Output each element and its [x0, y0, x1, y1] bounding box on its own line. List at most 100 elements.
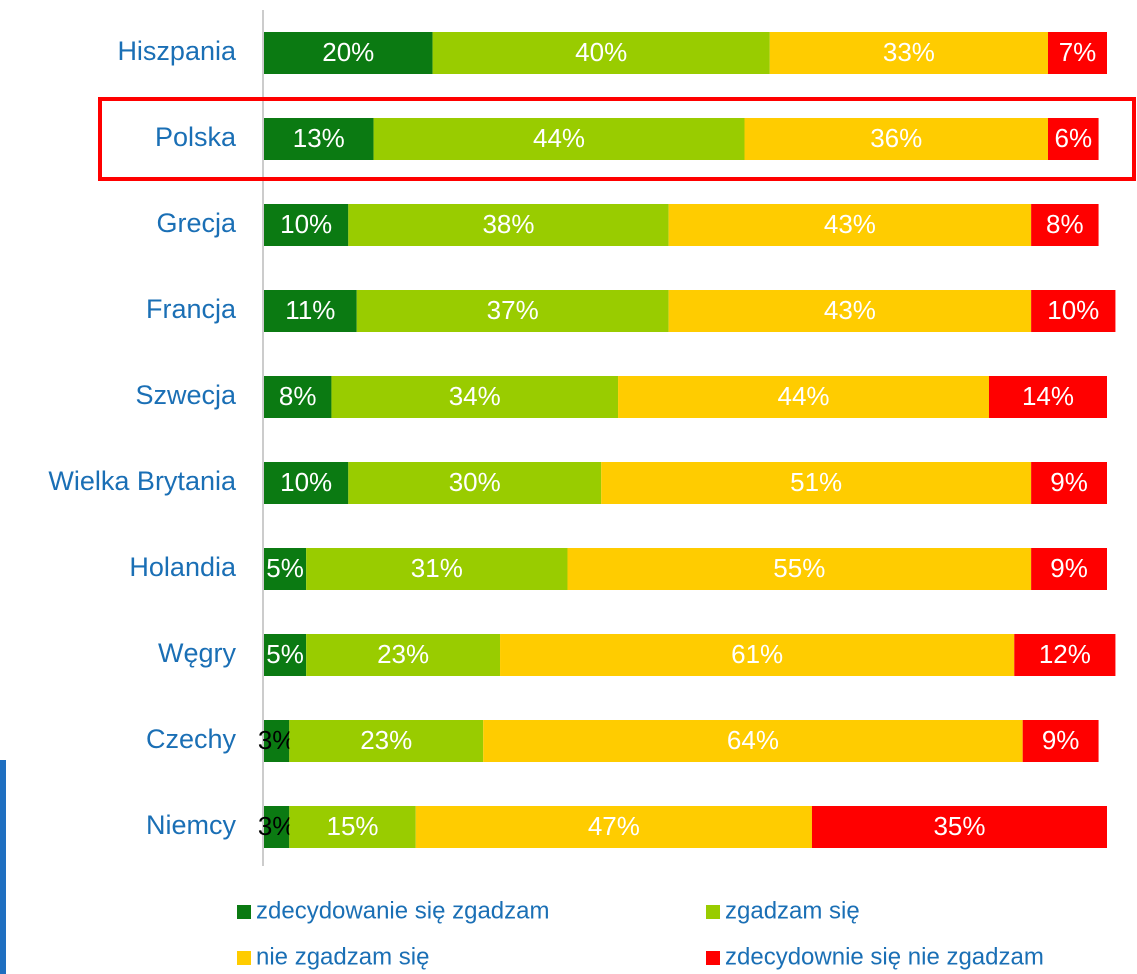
- category-label: Czechy: [146, 724, 237, 754]
- value-label: 38%: [482, 209, 534, 239]
- value-label: 14%: [1022, 381, 1074, 411]
- category-label: Francja: [146, 294, 237, 324]
- bar-segment: [264, 118, 374, 160]
- value-label: 10%: [280, 209, 332, 239]
- category-label: Polska: [155, 122, 237, 152]
- value-label: 64%: [727, 725, 779, 755]
- value-label: 13%: [293, 123, 345, 153]
- value-label: 40%: [575, 37, 627, 67]
- value-label: 12%: [1039, 639, 1091, 669]
- highlight-box: [98, 97, 1136, 181]
- value-label: 7%: [1059, 37, 1097, 67]
- value-label: 23%: [377, 639, 429, 669]
- value-label: 6%: [1054, 123, 1092, 153]
- value-label: 20%: [322, 37, 374, 67]
- bar-segment: [264, 32, 433, 74]
- value-label: 3%: [258, 811, 296, 841]
- value-label: 55%: [773, 553, 825, 583]
- bar-segment: [306, 634, 501, 676]
- bar-segment: [744, 118, 1048, 160]
- value-label: 51%: [790, 467, 842, 497]
- bar-segment: [1047, 32, 1107, 74]
- bar-segment: [1047, 118, 1099, 160]
- value-label: 10%: [280, 467, 332, 497]
- bar-segment: [264, 204, 349, 246]
- bar-segment: [264, 290, 357, 332]
- value-label: 3%: [258, 725, 296, 755]
- value-label: 11%: [285, 295, 335, 325]
- bar-segment: [1031, 462, 1107, 504]
- category-label: Hiszpania: [117, 36, 237, 66]
- legend-label: zdecydowanie się zgadzam: [256, 897, 550, 924]
- bar-segment: [811, 806, 1107, 848]
- bar-segment: [988, 376, 1107, 418]
- value-label: 37%: [487, 295, 539, 325]
- value-label: 10%: [1047, 295, 1099, 325]
- value-label: 30%: [449, 467, 501, 497]
- bar-segment: [264, 806, 290, 848]
- legend-label: zgadzam się: [725, 897, 860, 924]
- category-label: Węgry: [158, 638, 237, 668]
- value-label: 43%: [824, 295, 876, 325]
- bar-segment: [1031, 290, 1116, 332]
- bar-segment: [432, 32, 770, 74]
- bar-segment: [289, 806, 416, 848]
- bar-segment: [415, 806, 812, 848]
- bar-segment: [348, 462, 602, 504]
- value-label: 5%: [266, 639, 304, 669]
- value-label: 34%: [449, 381, 501, 411]
- category-label: Szwecja: [135, 380, 237, 410]
- category-label: Wielka Brytania: [48, 466, 237, 496]
- value-label: 43%: [824, 209, 876, 239]
- bar-segment: [264, 548, 307, 590]
- value-label: 9%: [1042, 725, 1080, 755]
- legend-swatch: [706, 905, 720, 919]
- bar-segment: [1022, 720, 1099, 762]
- value-label: 8%: [1046, 209, 1084, 239]
- legend-swatch: [237, 951, 251, 965]
- bar-segment: [264, 462, 349, 504]
- value-label: 8%: [279, 381, 317, 411]
- value-label: 44%: [777, 381, 829, 411]
- value-label: 23%: [360, 725, 412, 755]
- bar-segment: [1031, 548, 1107, 590]
- bar-segment: [500, 634, 1015, 676]
- value-label: 31%: [411, 553, 463, 583]
- bar-segment: [373, 118, 745, 160]
- category-label: Niemcy: [146, 810, 237, 840]
- bar-segment: [567, 548, 1032, 590]
- bar-segment: [1014, 634, 1116, 676]
- bar-segment: [348, 204, 669, 246]
- legend-label: nie zgadzam się: [256, 943, 429, 970]
- bar-segment: [618, 376, 989, 418]
- bar-segment: [331, 376, 619, 418]
- bar-segment: [668, 290, 1032, 332]
- value-label: 61%: [731, 639, 783, 669]
- value-label: 36%: [870, 123, 922, 153]
- value-label: 33%: [883, 37, 935, 67]
- bar-segment: [264, 720, 290, 762]
- category-label: Holandia: [129, 552, 237, 582]
- category-label: Grecja: [156, 208, 237, 238]
- legend-swatch: [237, 905, 251, 919]
- bar-segment: [264, 634, 307, 676]
- side-strip: [0, 760, 6, 974]
- bar-segment: [289, 720, 484, 762]
- legend-label: zdecydownie się nie zgadzam: [725, 943, 1044, 970]
- bar-segment: [1031, 204, 1099, 246]
- legend-swatch: [706, 951, 720, 965]
- value-label: 47%: [588, 811, 640, 841]
- value-label: 9%: [1050, 467, 1088, 497]
- value-label: 35%: [933, 811, 985, 841]
- bar-segment: [306, 548, 568, 590]
- value-label: 9%: [1050, 553, 1088, 583]
- value-label: 5%: [266, 553, 304, 583]
- value-label: 15%: [326, 811, 378, 841]
- bar-segment: [668, 204, 1032, 246]
- bar-segment: [264, 376, 332, 418]
- bar-segment: [769, 32, 1048, 74]
- bar-segment: [601, 462, 1032, 504]
- value-label: 44%: [533, 123, 585, 153]
- bar-segment: [356, 290, 669, 332]
